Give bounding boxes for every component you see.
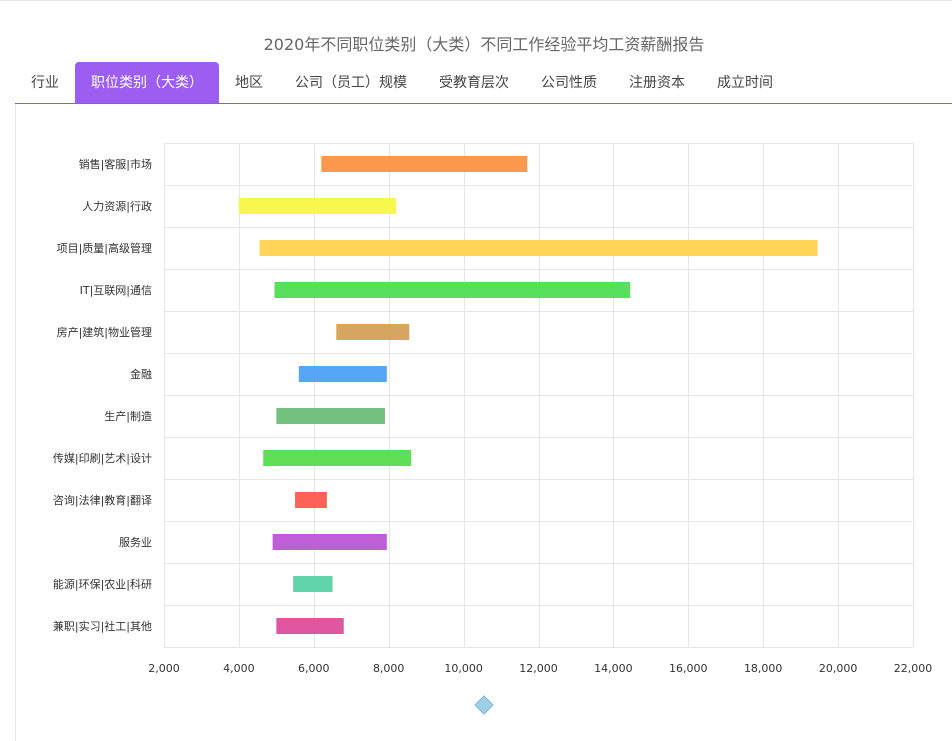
y-category-label: 人力资源|行政 [82, 199, 152, 213]
y-category-label: 服务业 [119, 536, 152, 549]
x-tick-label: 2,000 [148, 662, 180, 675]
salary-range-bar [298, 366, 387, 382]
tab-registered-capital[interactable]: 注册资本 [629, 75, 685, 91]
tab-company-size[interactable]: 公司（员工）规模 [295, 75, 407, 91]
y-category-label: 生产|制造 [104, 409, 152, 423]
range-slider-handle[interactable] [474, 695, 494, 715]
salary-range-bar [276, 618, 344, 634]
y-category-label: 传媒|印刷|艺术|设计 [53, 452, 152, 465]
salary-range-bar [336, 324, 410, 340]
page-title: 2020年不同职位类别（大类）不同工作经验平均工资薪酬报告 [263, 35, 705, 54]
salary-range-bar [238, 198, 397, 214]
x-tick-label: 16,000 [669, 662, 708, 675]
x-tick-label: 18,000 [744, 662, 783, 675]
y-category-label: 房产|建筑|物业管理 [57, 325, 152, 339]
top-border [0, 0, 952, 1]
salary-range-bar [295, 492, 327, 508]
salary-range-bar [274, 282, 631, 298]
tab-job-category[interactable]: 职位类别（大类） [75, 62, 219, 104]
x-tick-label: 22,000 [894, 662, 933, 675]
tab-education[interactable]: 受教育层次 [439, 75, 509, 91]
x-tick-label: 20,000 [819, 662, 858, 675]
panel-border [15, 104, 16, 741]
y-category-label: 能源|环保|农业|科研 [53, 577, 152, 591]
tab-bar: 行业 职位类别（大类） 地区 公司（员工）规模 受教育层次 公司性质 注册资本 … [15, 62, 952, 104]
salary-range-bar [272, 534, 387, 550]
salary-range-bar [276, 408, 385, 424]
x-tick-label: 12,000 [519, 662, 558, 675]
y-category-label: 项目|质量|高级管理 [57, 241, 152, 255]
y-category-label: 兼职|实习|社工|其他 [53, 619, 152, 633]
y-category-label: 咨询|法律|教育|翻译 [53, 493, 152, 507]
y-category-label: 金融 [130, 367, 152, 381]
y-category-label: 销售|客服|市场 [79, 157, 152, 171]
tab-underline [15, 103, 952, 104]
salary-range-bar [263, 450, 412, 466]
x-tick-label: 10,000 [444, 662, 483, 675]
x-tick-label: 6,000 [298, 662, 330, 675]
x-tick-label: 8,000 [373, 662, 405, 675]
tab-region[interactable]: 地区 [235, 75, 263, 91]
salary-range-bar [293, 576, 333, 592]
x-tick-label: 14,000 [594, 662, 633, 675]
tab-company-nature[interactable]: 公司性质 [541, 75, 597, 91]
y-category-label: IT|互联网|通信 [80, 284, 152, 297]
x-tick-label: 4,000 [223, 662, 255, 675]
salary-range-bar [321, 156, 528, 172]
tab-founded-time[interactable]: 成立时间 [717, 75, 773, 91]
tab-industry[interactable]: 行业 [31, 75, 59, 91]
salary-range-bar [259, 240, 818, 256]
